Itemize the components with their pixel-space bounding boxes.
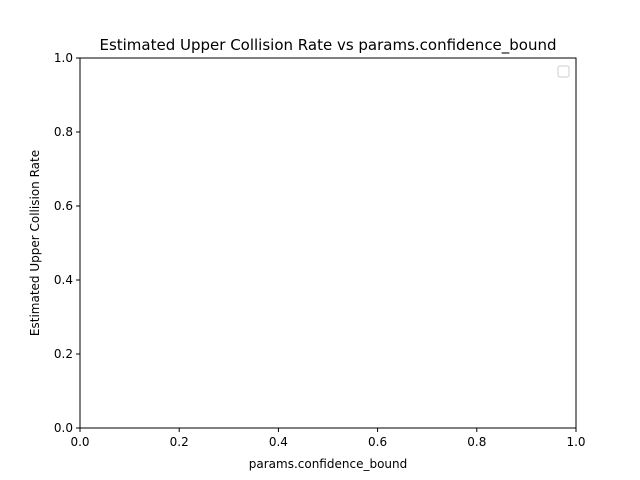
y-tick-label: 0.2	[54, 347, 73, 361]
plot-area	[80, 58, 576, 428]
x-tick-label: 0.2	[170, 435, 189, 449]
x-axis-ticks: 0.0 0.2 0.4 0.6 0.8 1.0	[70, 428, 586, 449]
x-tick-label: 0.0	[70, 435, 89, 449]
y-axis-label: Estimated Upper Collision Rate	[28, 150, 42, 336]
x-tick-label: 0.8	[467, 435, 486, 449]
y-axis-ticks: 0.0 0.2 0.4 0.6 0.8 1.0	[54, 51, 80, 435]
y-tick-label: 0.0	[54, 421, 73, 435]
y-tick-label: 1.0	[54, 51, 73, 65]
x-tick-label: 0.6	[368, 435, 387, 449]
x-tick-label: 1.0	[566, 435, 585, 449]
plot-frame	[79, 57, 577, 429]
y-tick-label: 0.8	[54, 125, 73, 139]
y-tick-label: 0.6	[54, 199, 73, 213]
chart-title: Estimated Upper Collision Rate vs params…	[99, 36, 556, 55]
legend-box	[557, 65, 570, 78]
y-tick-label: 0.4	[54, 273, 73, 287]
x-tick-label: 0.4	[269, 435, 288, 449]
x-axis-label: params.confidence_bound	[249, 457, 408, 471]
